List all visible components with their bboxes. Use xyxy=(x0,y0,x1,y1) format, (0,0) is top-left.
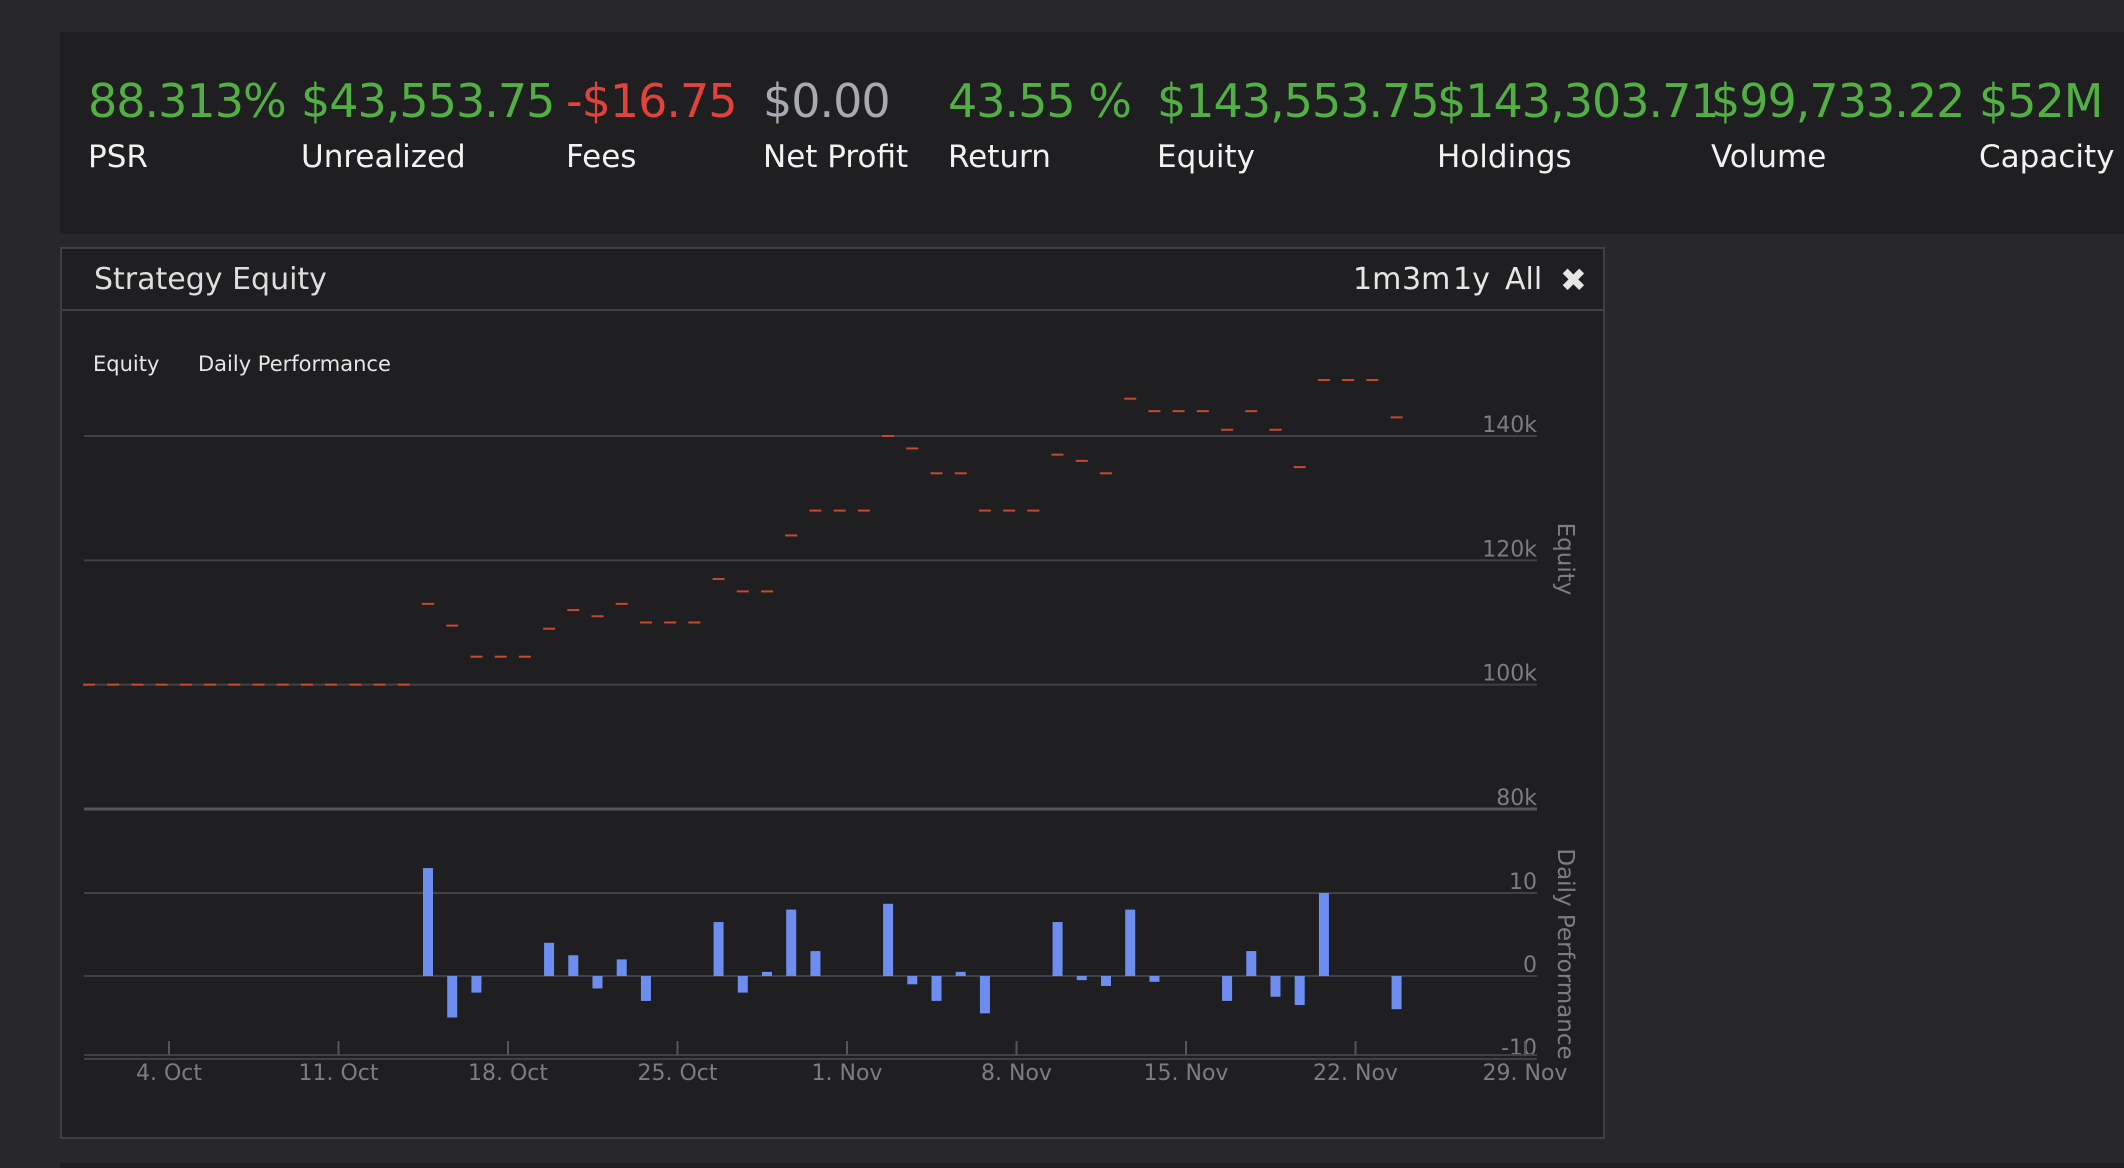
x-tick-label: 29. Nov xyxy=(1483,1061,1568,1086)
stat-fees: -$16.75 Fees xyxy=(566,74,738,175)
performance-bar xyxy=(762,971,772,976)
performance-bar xyxy=(1318,893,1329,976)
performance-bar xyxy=(1222,976,1233,1001)
performance-bar xyxy=(471,976,482,993)
equity-tick-label: 120k xyxy=(1482,537,1537,562)
stat-value: $143,303.71 xyxy=(1437,74,1720,128)
stat-equity: $143,553.75 Equity xyxy=(1157,74,1440,175)
x-tick-label: 11. Oct xyxy=(298,1061,378,1086)
x-tick-label: 18. Oct xyxy=(468,1061,548,1086)
performance-bar xyxy=(713,922,724,976)
stat-volume: $99,733.22 Volume xyxy=(1711,74,1965,175)
performance-bar xyxy=(568,955,579,976)
stat-label: Holdings xyxy=(1437,139,1572,175)
performance-bar xyxy=(544,942,555,976)
stat-value: 43.55 % xyxy=(948,74,1132,128)
legend-item-equity: Equity xyxy=(93,352,159,376)
x-tick-label: 22. Nov xyxy=(1313,1061,1398,1086)
performance-bar xyxy=(810,951,821,976)
equity-tick-label: 140k xyxy=(1482,413,1537,438)
equity-tick-label: 100k xyxy=(1482,662,1537,687)
close-icon[interactable]: ✖ xyxy=(1560,261,1587,299)
performance-bar xyxy=(1391,976,1402,1010)
performance-bar xyxy=(955,971,966,976)
performance-bar xyxy=(737,976,748,993)
range-1m-button[interactable]: 1m xyxy=(1353,262,1402,297)
stat-label: Capacity xyxy=(1979,139,2115,175)
range-1y-button[interactable]: 1y xyxy=(1453,262,1490,297)
performance-bar xyxy=(979,976,990,1014)
stat-psr: 88.313% PSR xyxy=(88,74,287,175)
equity-axis-label: Equity xyxy=(1552,523,1578,596)
panel-title: Strategy Equity xyxy=(94,262,327,297)
performance-bar xyxy=(640,976,651,1001)
stat-value: $43,553.75 xyxy=(301,74,555,128)
stat-label: Fees xyxy=(566,139,637,175)
equity-tick-label: 80k xyxy=(1496,786,1537,811)
performance-bar xyxy=(907,976,918,985)
range-all-button[interactable]: All xyxy=(1505,262,1543,297)
stat-unrealized: $43,553.75 Unrealized xyxy=(301,74,555,175)
performance-tick-label: 0 xyxy=(1523,953,1537,978)
x-tick-label: 25. Oct xyxy=(637,1061,717,1086)
performance-bar xyxy=(883,903,894,976)
performance-tick-label: -10 xyxy=(1501,1036,1537,1061)
performance-tick-label: 10 xyxy=(1509,870,1537,895)
performance-bar xyxy=(423,868,433,976)
performance-axis-label: Daily Performance xyxy=(1552,848,1578,1059)
strategy-equity-panel: Strategy Equity 1m 3m 1y All ✖ Equity Dai… xyxy=(60,247,1605,1139)
stat-label: Return xyxy=(948,139,1051,175)
performance-bar xyxy=(786,909,797,976)
stat-label: Volume xyxy=(1711,139,1827,175)
panel-header: Strategy Equity 1m 3m 1y All ✖ xyxy=(62,249,1603,311)
performance-bar xyxy=(1246,951,1257,976)
stat-capacity: $52M Capacity xyxy=(1979,78,2114,173)
performance-bar xyxy=(1270,976,1281,997)
x-tick-label: 1. Nov xyxy=(812,1061,883,1086)
performance-bar xyxy=(592,976,603,989)
x-tick-label: 4. Oct xyxy=(136,1061,202,1086)
performance-bar xyxy=(1052,922,1063,976)
stat-label: Unrealized xyxy=(301,139,466,175)
x-tick-label: 15. Nov xyxy=(1144,1061,1229,1086)
statistics-bar: 88.313% PSR $43,553.75 Unrealized -$16.75 Fee… xyxy=(60,32,2124,234)
range-3m-button[interactable]: 3m xyxy=(1402,262,1451,297)
performance-bar xyxy=(1101,976,1111,986)
x-tick-label: 8. Nov xyxy=(981,1061,1052,1086)
equity-chart: Equity Daily Performance 80k 100k 120k 140k Eq… xyxy=(83,352,1578,1086)
performance-bar xyxy=(1149,976,1160,982)
stat-label: Net Profit xyxy=(763,139,909,175)
performance-bar xyxy=(616,959,627,976)
stat-value: $143,553.75 xyxy=(1157,74,1440,128)
stat-value: $52M xyxy=(1979,74,2104,128)
performance-bar xyxy=(447,976,458,1018)
performance-bar xyxy=(1294,976,1305,1006)
stat-net-profit: $0.00 Net Profit xyxy=(763,78,908,173)
stat-value: $0.00 xyxy=(763,74,891,128)
divider xyxy=(60,1163,2124,1168)
stat-label: PSR xyxy=(88,139,148,175)
stat-value: -$16.75 xyxy=(566,74,738,128)
stat-value: $99,733.22 xyxy=(1711,74,1965,128)
performance-bar xyxy=(1076,976,1087,981)
stat-label: Equity xyxy=(1157,139,1256,175)
performance-bar xyxy=(931,976,942,1001)
stat-return: 43.55 % Return xyxy=(948,74,1132,175)
stat-holdings: $143,303.71 Holdings xyxy=(1437,74,1720,175)
stat-value: 88.313% xyxy=(88,74,287,128)
performance-bar xyxy=(1125,909,1136,976)
legend-item-daily-performance: Daily Performance xyxy=(198,352,391,376)
